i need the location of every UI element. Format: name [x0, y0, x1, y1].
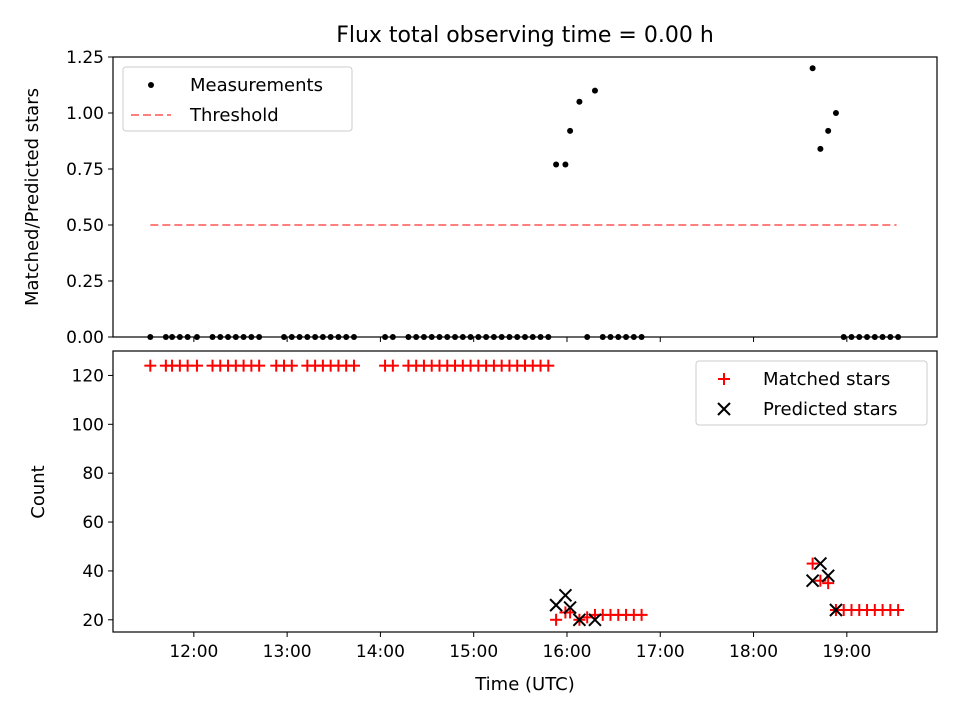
measurement-point: [567, 127, 574, 134]
count-y-tick-label: 80: [82, 464, 104, 484]
ratio-panel: 0.00 0.25 0.50 0.75 1.00 1.25 Matched/Predict…: [22, 48, 938, 348]
matched-stars-point: [285, 359, 298, 372]
count-axes: 12:00 13:00 14:00 15:00 16:00 17:00 18:00 19:00…: [72, 366, 872, 662]
legend-handle-dot: [148, 82, 154, 88]
ratio-y-tick-label: 0.25: [66, 272, 104, 292]
count-y-tick-label: 60: [82, 513, 104, 533]
matched-stars-point: [892, 604, 905, 617]
matched-stars-point: [542, 359, 555, 372]
measurement-point: [825, 127, 832, 134]
count-x-tick-label: 18:00: [729, 642, 778, 662]
measurement-point: [832, 110, 839, 116]
legend-label: Threshold: [189, 105, 279, 126]
count-y-tick-label: 20: [82, 611, 104, 631]
predicted-stars-point: [821, 569, 835, 583]
predicted-stars-point: [572, 613, 587, 627]
predicted-stars-point: [813, 556, 828, 571]
count-marks: [144, 359, 905, 627]
ratio-y-tick-label: 1.25: [66, 48, 104, 68]
predicted-stars-point: [558, 588, 573, 603]
count-y-tick-label: 120: [72, 366, 104, 386]
count-x-tick-label: 19:00: [822, 642, 871, 662]
count-axes-frame: [112, 350, 938, 633]
matched-stars-point: [550, 613, 563, 626]
ratio-legend: Measurements Threshold: [122, 66, 353, 132]
predicted-stars-point: [805, 573, 820, 588]
measurement-point: [576, 98, 583, 105]
chart-title: Flux total observing time = 0.00 h: [336, 23, 714, 48]
ratio-y-tick-label: 0.00: [66, 328, 104, 348]
measurement-point: [809, 65, 816, 72]
ratio-y-axis-label: Matched/Predicted stars: [22, 88, 43, 306]
legend-handle-plus: [718, 373, 730, 385]
count-x-tick-label: 13:00: [263, 642, 312, 662]
matched-stars-point: [347, 359, 360, 372]
matched-stars-point: [144, 359, 157, 372]
predicted-stars-point: [588, 613, 602, 627]
legend-handle-x: [717, 402, 731, 416]
matched-stars-point: [253, 359, 266, 372]
measurement-point: [562, 161, 569, 168]
count-x-tick-label: 14:00: [356, 642, 405, 662]
count-legend-box: [695, 360, 928, 426]
predicted-stars-point: [829, 603, 843, 617]
count-x-tick-label: 16:00: [542, 642, 591, 662]
matched-stars-point: [635, 608, 648, 621]
legend-label: Matched stars: [763, 369, 890, 390]
count-y-tick-label: 40: [82, 562, 104, 582]
measurement-point: [591, 87, 598, 94]
ratio-axes: 0.00 0.25 0.50 0.75 1.00 1.25: [66, 48, 848, 348]
count-x-tick-label: 17:00: [636, 642, 685, 662]
count-y-axis-label: Count: [28, 465, 49, 518]
matched-stars-point: [822, 577, 835, 590]
predicted-stars-point: [563, 600, 577, 615]
ratio-legend-box: [122, 66, 353, 132]
ratio-y-tick-label: 0.50: [66, 216, 104, 236]
count-y-tick-label: 100: [72, 415, 104, 435]
matched-stars-point: [190, 359, 203, 372]
matched-stars-point: [386, 359, 399, 372]
legend-label: Measurements: [190, 75, 323, 96]
count-legend: Matched stars Predicted stars: [695, 360, 928, 426]
count-panel: 12:00 13:00 14:00 15:00 16:00 17:00 18:00 19:00…: [28, 350, 938, 695]
ratio-y-tick-label: 0.75: [66, 160, 104, 180]
legend-label: Predicted stars: [763, 399, 897, 420]
ratio-y-tick-label: 1.00: [66, 104, 104, 124]
count-x-tick-label: 12:00: [169, 642, 218, 662]
matched-stars-point: [806, 557, 819, 570]
count-x-axis-label: Time (UTC): [474, 674, 575, 695]
ratio-axes-frame: [112, 56, 938, 338]
count-x-tick-label: 15:00: [449, 642, 498, 662]
measurement-point: [553, 161, 560, 168]
measurement-point: [817, 145, 824, 152]
